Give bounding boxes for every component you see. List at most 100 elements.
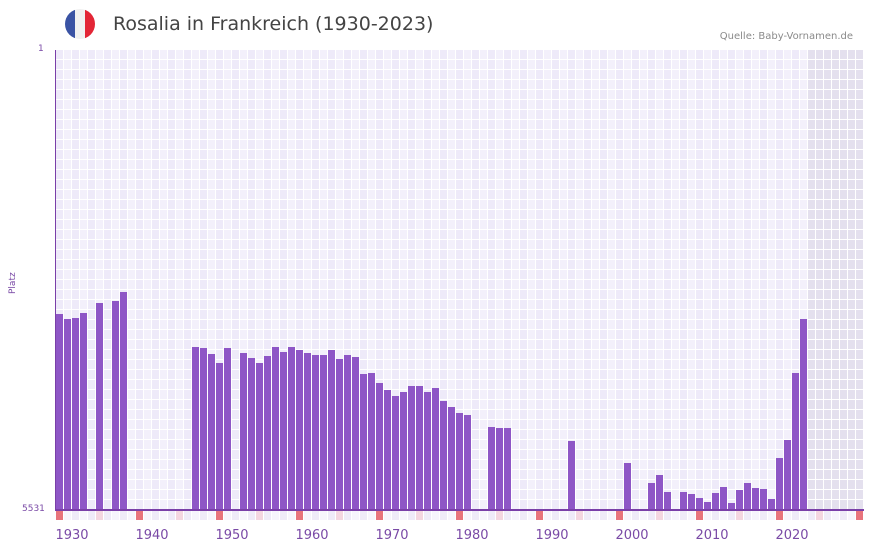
bar-1959[interactable] (288, 346, 295, 510)
bar-1960[interactable] (296, 350, 303, 510)
grid-column (248, 50, 256, 510)
bar-1933[interactable] (80, 313, 87, 510)
year-marker (120, 511, 127, 520)
grid-column (136, 50, 144, 510)
bar-1935[interactable] (96, 303, 103, 510)
year-marker (512, 511, 519, 520)
grid-column (616, 50, 624, 510)
source-credit: Quelle: Baby-Vornamen.de (719, 31, 853, 42)
chart-title: Rosalia in Frankreich (1930-2023) (113, 13, 434, 35)
bar-1950[interactable] (216, 363, 223, 510)
grid-column (360, 50, 368, 510)
bar-1947[interactable] (192, 346, 199, 510)
bar-2006[interactable] (664, 492, 671, 510)
bar-1954[interactable] (248, 358, 255, 510)
bar-1966[interactable] (344, 355, 351, 510)
bar-2004[interactable] (648, 483, 655, 510)
grid-column (472, 50, 480, 510)
bar-2022[interactable] (792, 373, 799, 510)
bar-1948[interactable] (200, 347, 207, 510)
bar-1979[interactable] (448, 407, 455, 510)
bar-1965[interactable] (336, 359, 343, 510)
y-axis-line (55, 50, 56, 511)
year-marker (248, 511, 255, 520)
bar-2017[interactable] (752, 488, 759, 510)
year-marker (696, 511, 703, 520)
bar-1956[interactable] (264, 356, 271, 510)
bar-1967[interactable] (352, 357, 359, 510)
bar-1961[interactable] (304, 353, 311, 510)
bar-1971[interactable] (384, 389, 391, 510)
grid-column (728, 50, 736, 510)
year-marker (688, 511, 695, 520)
bar-1949[interactable] (208, 354, 215, 510)
year-marker (384, 511, 391, 520)
bar-1938[interactable] (120, 291, 127, 510)
year-marker (520, 511, 527, 520)
bar-1951[interactable] (224, 347, 231, 510)
grid-column (856, 50, 864, 510)
bar-1977[interactable] (432, 387, 439, 510)
bar-1957[interactable] (272, 346, 279, 510)
bar-1984[interactable] (488, 426, 495, 510)
bar-2010[interactable] (696, 498, 703, 510)
bar-1974[interactable] (408, 385, 415, 510)
bar-1968[interactable] (360, 374, 367, 510)
year-marker (496, 511, 503, 520)
year-marker (104, 511, 111, 520)
bar-2020[interactable] (776, 458, 783, 510)
grid-column (584, 50, 592, 510)
bar-1985[interactable] (496, 427, 503, 510)
year-marker (672, 511, 679, 520)
year-marker (560, 511, 567, 520)
year-marker (632, 511, 639, 520)
bar-2016[interactable] (744, 483, 751, 510)
bar-2013[interactable] (720, 487, 727, 510)
bar-1964[interactable] (328, 350, 335, 510)
bar-2015[interactable] (736, 490, 743, 510)
bar-1963[interactable] (320, 355, 327, 510)
bar-2021[interactable] (784, 440, 791, 510)
year-marker (64, 511, 71, 520)
bar-1969[interactable] (368, 373, 375, 510)
bar-1958[interactable] (280, 352, 287, 510)
bar-1953[interactable] (240, 353, 247, 510)
bar-1976[interactable] (424, 392, 431, 510)
grid-column (128, 50, 136, 510)
bar-1930[interactable] (56, 314, 63, 510)
bar-1980[interactable] (456, 413, 463, 510)
bar-1970[interactable] (376, 382, 383, 510)
year-marker (704, 511, 711, 520)
x-tick-label: 1950 (215, 528, 249, 543)
bar-1981[interactable] (464, 415, 471, 510)
bar-1986[interactable] (504, 427, 511, 510)
bar-1978[interactable] (440, 401, 447, 510)
bar-1955[interactable] (256, 363, 263, 510)
bar-1962[interactable] (312, 355, 319, 510)
bar-2014[interactable] (728, 503, 735, 510)
grid-column (344, 50, 352, 510)
x-axis-line (55, 509, 864, 511)
bar-2018[interactable] (760, 489, 767, 510)
bar-1931[interactable] (64, 319, 71, 510)
grid-column (712, 50, 720, 510)
bar-2012[interactable] (712, 493, 719, 510)
year-marker (344, 511, 351, 520)
year-marker (408, 511, 415, 520)
bar-1994[interactable] (568, 441, 575, 510)
bar-2011[interactable] (704, 502, 711, 510)
bar-2023[interactable] (800, 319, 807, 510)
bar-2009[interactable] (688, 494, 695, 510)
bar-2019[interactable] (768, 499, 775, 510)
bar-1932[interactable] (72, 318, 79, 510)
bar-1973[interactable] (400, 392, 407, 510)
grid-column (144, 50, 152, 510)
bar-1937[interactable] (112, 301, 119, 510)
year-marker (816, 511, 823, 520)
bar-1975[interactable] (416, 385, 423, 510)
grid-column (528, 50, 536, 510)
bar-2001[interactable] (624, 463, 631, 510)
bar-2008[interactable] (680, 492, 687, 510)
bar-1972[interactable] (392, 396, 399, 510)
bar-2005[interactable] (656, 475, 663, 510)
